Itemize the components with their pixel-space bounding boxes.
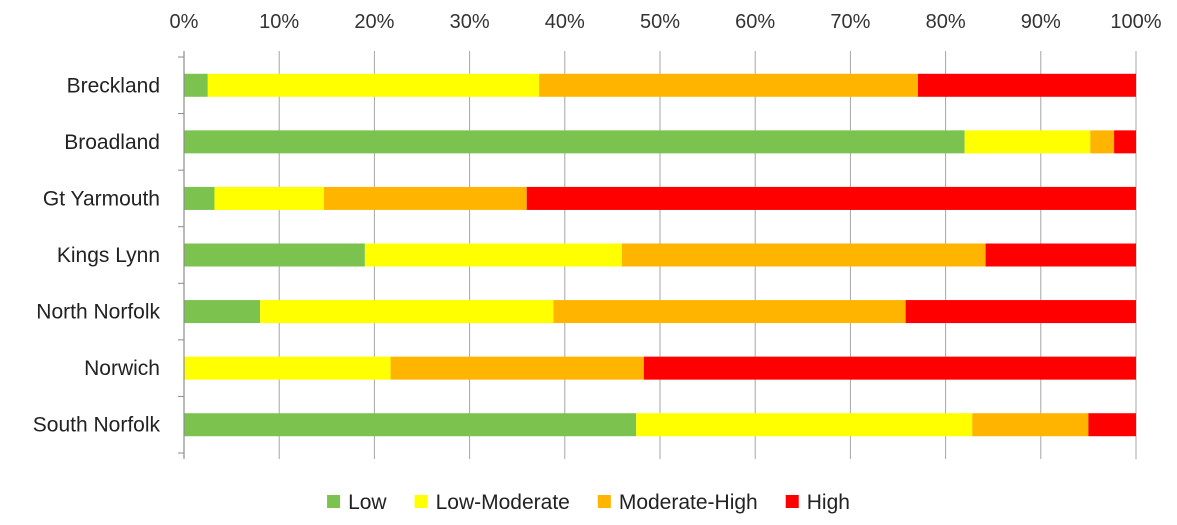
bar-segment [260,300,554,324]
bar-segment [1114,130,1136,154]
legend-item: Moderate-High [597,491,758,514]
legend-swatch [327,495,341,508]
bar-segment [184,130,965,154]
category-label: Kings Lynn [57,244,160,267]
bar-segment [526,186,1136,210]
x-tick-label: 100% [1110,11,1161,33]
bar-segment [184,413,637,437]
x-tick-label: 90% [1021,11,1061,33]
legend-item: Low-Moderate [414,491,570,514]
category-label: Broadland [64,131,160,154]
bar-segment [184,356,391,380]
legend-label: Low [348,491,387,514]
bar-segment [184,73,208,97]
legend-swatch [597,495,611,508]
x-axis: 0% 10% 20% 30% 40% 50% 60% 70% 80% 90% 100% [170,11,1162,33]
category-label: Norwich [84,357,160,380]
x-tick-label: 30% [450,11,490,33]
bars [184,73,1136,437]
x-tick-label: 20% [354,11,394,33]
bar-segment [1088,413,1136,437]
legend: Low Low-Moderate Moderate-High High [327,491,850,514]
y-axis: Breckland Broadland Gt Yarmouth Kings Lynn N… [33,51,185,459]
x-tick-label: 50% [640,11,680,33]
category-label: Gt Yarmouth [43,187,160,210]
bar-segment [917,73,1136,97]
bar-segment [1090,130,1115,154]
legend-swatch [785,495,799,508]
legend-label: Moderate-High [619,491,758,514]
bar-segment [184,243,365,267]
bar-segment [184,186,215,210]
bar-segment [207,73,540,97]
bar-segment [972,413,1089,437]
bar-segment [364,243,622,267]
bar-segment [390,356,644,380]
category-label: Breckland [67,74,160,97]
legend-item: Low [327,491,387,514]
bar-segment [323,186,527,210]
bar-segment [539,73,918,97]
bar-segment [643,356,1136,380]
legend-swatch [414,495,428,508]
legend-label: Low-Moderate [436,491,570,514]
bar-segment [905,300,1136,324]
x-tick-label: 0% [170,11,199,33]
legend-label: High [807,491,850,514]
bar-segment [214,186,324,210]
x-tick-label: 40% [545,11,585,33]
bar-segment [985,243,1136,267]
bar-segment [621,243,986,267]
bar-segment [636,413,973,437]
category-label: South Norfolk [33,414,161,437]
x-tick-label: 80% [926,11,966,33]
x-tick-label: 60% [735,11,775,33]
bar-segment [184,300,261,324]
bar-segment [553,300,906,324]
x-tick-label: 10% [259,11,299,33]
category-label: North Norfolk [36,301,160,324]
legend-item: High [785,491,850,514]
x-tick-label: 70% [830,11,870,33]
bar-segment [964,130,1091,154]
